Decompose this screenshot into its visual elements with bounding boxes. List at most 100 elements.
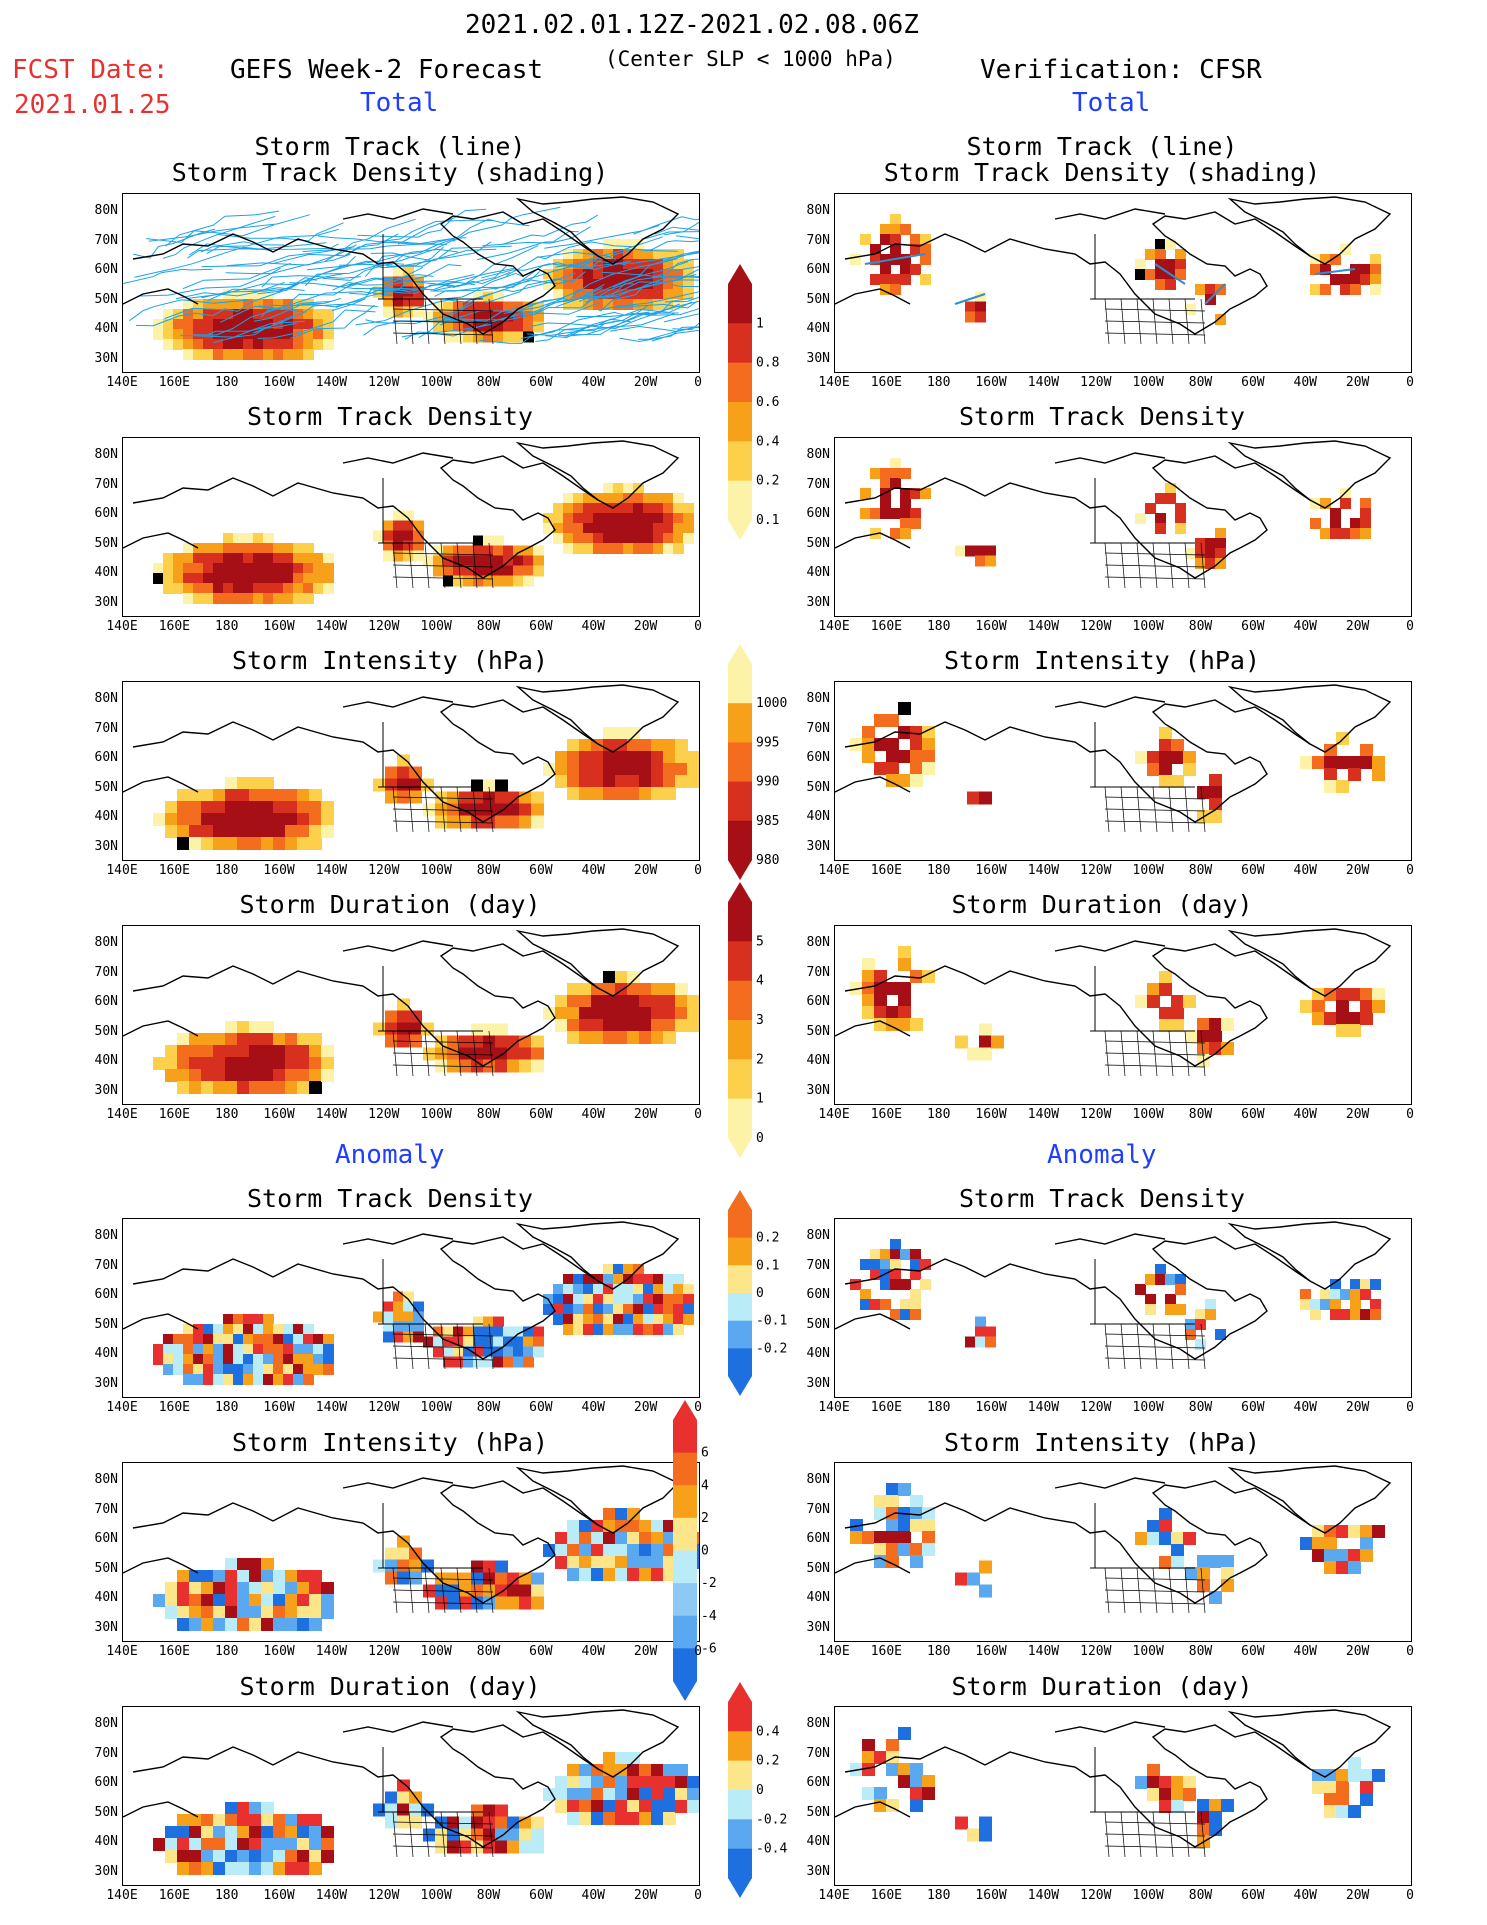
storm-track-line — [663, 313, 699, 323]
heatmap-cell — [153, 1594, 166, 1607]
heatmap-cell — [273, 1838, 286, 1851]
heatmap-cell — [591, 1556, 604, 1569]
heatmap-cell — [523, 1336, 534, 1348]
heatmap-cell — [433, 1326, 444, 1338]
heatmap-cell — [183, 319, 194, 330]
heatmap-cell — [153, 329, 164, 340]
heatmap-cell — [593, 249, 604, 260]
heatmap-cell — [189, 1570, 202, 1583]
heatmap-cell — [173, 563, 184, 574]
state-border — [1104, 1052, 1206, 1056]
heatmap-cell — [615, 1812, 628, 1825]
heatmap-cell — [567, 739, 580, 752]
storm-track-line — [261, 275, 361, 288]
lat-tick-label: 40N — [806, 321, 830, 336]
heatmap-cell — [1310, 518, 1321, 529]
heatmap-cell — [297, 1069, 310, 1082]
heatmap-cell — [627, 1764, 640, 1777]
heatmap-cell — [1348, 1549, 1361, 1562]
heatmap-cell — [1340, 488, 1351, 499]
heatmap-cell — [273, 1081, 286, 1094]
heatmap-cell — [283, 553, 294, 564]
heatmap-cell — [313, 319, 324, 330]
lat-tick-label: 80N — [806, 1716, 830, 1731]
heatmap-cell — [253, 299, 264, 310]
heatmap-cell — [303, 319, 314, 330]
heatmap-cell — [593, 513, 604, 524]
heatmap-cell — [563, 1324, 574, 1335]
lat-tick-label: 60N — [94, 506, 118, 521]
heatmap-cell — [531, 1828, 544, 1842]
colorbar-swatch — [728, 284, 752, 324]
heatmap-cell — [303, 1334, 314, 1345]
heatmap-cell — [613, 1284, 624, 1295]
heatmap-cell — [223, 329, 234, 340]
heatmap-cell — [249, 1850, 262, 1863]
heatmap-cell — [233, 309, 244, 320]
coastline — [1227, 1465, 1392, 1534]
heatmap-cell — [243, 543, 254, 554]
heatmap-cell — [1165, 1294, 1176, 1305]
heatmap-cell — [483, 1804, 496, 1818]
heatmap-cell — [189, 825, 202, 838]
map-panel — [834, 925, 1412, 1105]
heatmap-cell — [870, 1249, 881, 1260]
heatmap-cell — [979, 1816, 992, 1830]
heatmap-cell — [483, 1035, 496, 1049]
heatmap-cell — [297, 801, 310, 814]
state-border — [456, 298, 462, 345]
heatmap-cell — [237, 1862, 250, 1875]
heatmap-cell — [593, 1324, 604, 1335]
heatmap-cell — [423, 311, 434, 323]
heatmap-cell — [880, 234, 891, 245]
coastline — [132, 455, 599, 579]
heatmap-cell — [153, 1057, 166, 1070]
heatmap-cell — [403, 1291, 414, 1303]
colorbar-tick-label: 3 — [756, 1013, 764, 1028]
heatmap-cell — [463, 331, 474, 343]
heatmap-cell — [189, 1838, 202, 1851]
heatmap-cell — [591, 1532, 604, 1545]
heatmap-cell — [261, 777, 274, 790]
heatmap-cell — [513, 331, 524, 343]
heatmap-cell — [413, 550, 424, 562]
heatmap-cell — [471, 1828, 484, 1842]
heatmap-cell — [463, 1336, 474, 1348]
lat-tick-label: 30N — [806, 1863, 830, 1879]
heatmap-cell — [471, 1059, 484, 1073]
heatmap-cell — [523, 311, 534, 323]
heatmap-cell — [1350, 1289, 1361, 1300]
heatmap-cell — [920, 244, 931, 255]
heatmap-cell — [233, 593, 244, 604]
heatmap-cell — [593, 269, 604, 280]
heatmap-cell — [1330, 1309, 1341, 1320]
heatmap-cell — [397, 1803, 410, 1817]
heatmap-cell — [603, 751, 616, 764]
heatmap-cell — [283, 1364, 294, 1375]
lat-tick-label: 40N — [94, 565, 118, 580]
heatmap-cell — [1350, 518, 1361, 529]
heatmap-cell — [237, 1033, 250, 1046]
heatmap-cell — [283, 573, 294, 584]
heatmap-cell — [675, 1019, 688, 1032]
heatmap-cell — [283, 1324, 294, 1335]
heatmap-cell — [463, 311, 474, 323]
heatmap-cell — [253, 339, 264, 350]
heatmap-cell — [225, 825, 238, 838]
lon-tick-label: 80W — [476, 619, 501, 634]
heatmap-cell — [413, 296, 424, 308]
state-border — [392, 796, 494, 800]
heatmap-cell — [1183, 763, 1196, 776]
heatmap-cell — [870, 1269, 881, 1280]
heatmap-cell — [531, 1816, 544, 1830]
heatmap-cell — [459, 1840, 472, 1854]
heatmap-cell — [471, 791, 484, 805]
heatmap-cell — [639, 751, 652, 764]
heatmap-cell — [459, 1816, 472, 1830]
heatmap-cell — [651, 739, 664, 752]
heatmap-cell — [223, 319, 234, 330]
heatmap-cell — [249, 1862, 262, 1875]
heatmap-cell — [615, 727, 628, 740]
heatmap-cell — [653, 259, 664, 270]
heatmap-cell — [183, 593, 194, 604]
